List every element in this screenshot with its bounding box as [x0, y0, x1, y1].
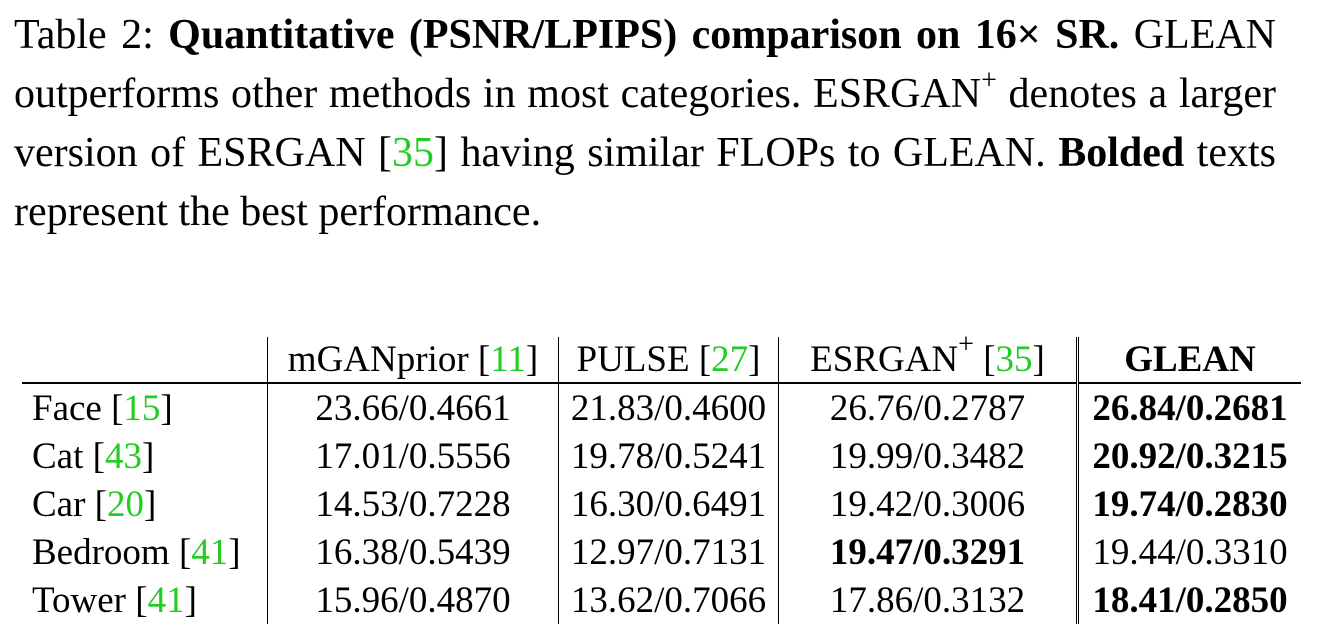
caption-bolded-word: Bolded	[1058, 130, 1185, 176]
header-glean: GLEAN	[1076, 337, 1301, 383]
row-label: Tower [41]	[22, 576, 268, 624]
caption-title: Quantitative (PSNR/LPIPS) comparison on …	[168, 12, 1041, 58]
table-cell-best: 26.84/0.2681	[1076, 382, 1301, 432]
caption-text-1: GLEAN outperforms other methods in most …	[14, 12, 1277, 117]
header-label: mGANprior [	[287, 339, 491, 380]
caption-text-2: denotes a larger version of ESRGAN [	[14, 71, 1277, 176]
row-label-bracket: ]	[144, 483, 157, 525]
table-cell: 12.97/0.7131	[558, 528, 779, 576]
table-cell: 15.96/0.4870	[267, 576, 559, 624]
citation-link[interactable]: 41	[191, 531, 229, 573]
citation-link[interactable]: 35	[995, 339, 1033, 380]
row-label: Bedroom [41]	[22, 528, 268, 576]
table-caption: Table 2: Quantitative (PSNR/LPIPS) compa…	[14, 6, 1276, 242]
row-label: Face [15]	[22, 382, 268, 432]
row-label-bracket: ]	[184, 579, 197, 621]
row-label-bracket: ]	[228, 531, 241, 573]
table-cell: 26.76/0.2787	[778, 382, 1078, 432]
row-label-bracket: ]	[141, 435, 155, 477]
table-row: Cat [43] 17.01/0.5556 19.78/0.5241 19.99…	[22, 432, 1301, 480]
table-row: Face [15] 23.66/0.4661 21.83/0.4600 26.7…	[22, 382, 1301, 432]
caption-text-4: texts represent the best performance.	[14, 130, 1277, 235]
table-cell: 16.30/0.6491	[558, 480, 779, 528]
table-cell-best: 20.92/0.3215	[1076, 432, 1301, 480]
table-cell: 17.01/0.5556	[267, 432, 559, 480]
header-bracket: [	[973, 339, 996, 380]
row-label-bracket: ]	[160, 387, 173, 429]
row-label-text: Face [	[32, 387, 124, 429]
table-cell: 21.83/0.4600	[558, 382, 779, 432]
table-row: Car [20] 14.53/0.7228 16.30/0.6491 19.42…	[22, 480, 1301, 528]
row-label-text: Cat [	[32, 435, 105, 477]
table-row: Bedroom [41] 16.38/0.5439 12.97/0.7131 1…	[22, 528, 1301, 576]
header-superscript: +	[958, 329, 974, 360]
citation-link[interactable]: 41	[147, 579, 185, 621]
table-cell: 19.42/0.3006	[778, 480, 1078, 528]
row-label-text: Bedroom [	[32, 531, 192, 573]
results-table-container: mGANprior [11] PULSE [27] ESRGAN+ [35] G…	[22, 331, 1301, 624]
citation-link[interactable]: 11	[490, 339, 526, 380]
citation-link[interactable]: 20	[107, 483, 144, 525]
header-label: ESRGAN	[810, 339, 959, 380]
header-pulse: PULSE [27]	[558, 337, 779, 383]
table-cell-best: 18.41/0.2850	[1076, 576, 1301, 624]
table-cell: 17.86/0.3132	[778, 576, 1078, 624]
table-cell: 14.53/0.7228	[267, 480, 559, 528]
row-label: Cat [43]	[22, 432, 268, 480]
citation-link[interactable]: 27	[711, 339, 749, 380]
table-cell: 13.62/0.7066	[558, 576, 779, 624]
header-row: mGANprior [11] PULSE [27] ESRGAN+ [35] G…	[22, 331, 1301, 383]
row-label: Car [20]	[22, 480, 268, 528]
header-label: PULSE [	[576, 339, 712, 380]
caption-superscript: +	[981, 65, 997, 96]
table-cell: 19.44/0.3310	[1076, 528, 1301, 576]
header-mganprior: mGANprior [11]	[267, 337, 559, 383]
table-cell: 19.78/0.5241	[558, 432, 779, 480]
header-bracket: ]	[748, 339, 761, 380]
table-row: Tower [41] 15.96/0.4870 13.62/0.7066 17.…	[22, 576, 1301, 624]
row-label-text: Tower [	[32, 579, 148, 621]
header-bracket: ]	[525, 339, 539, 380]
caption-title-2: SR.	[1055, 12, 1120, 58]
header-bracket: ]	[1032, 339, 1045, 380]
citation-link[interactable]: 35	[392, 130, 434, 176]
table-cell: 23.66/0.4661	[267, 382, 559, 432]
citation-link[interactable]: 15	[123, 387, 161, 429]
table-cell: 19.99/0.3482	[778, 432, 1078, 480]
header-esrgan-plus: ESRGAN+ [35]	[778, 331, 1078, 383]
table-cell: 16.38/0.5439	[267, 528, 559, 576]
results-table: mGANprior [11] PULSE [27] ESRGAN+ [35] G…	[22, 331, 1301, 624]
citation-link[interactable]: 43	[104, 435, 142, 477]
caption-label: Table 2:	[14, 12, 154, 58]
row-label-text: Car [	[32, 483, 107, 525]
header-label: GLEAN	[1124, 339, 1256, 380]
table-cell-best: 19.47/0.3291	[778, 528, 1078, 576]
header-empty-cell	[22, 337, 268, 383]
table-cell-best: 19.74/0.2830	[1076, 480, 1301, 528]
caption-text-3: ] having similar FLOPs to GLEAN.	[434, 130, 1059, 176]
